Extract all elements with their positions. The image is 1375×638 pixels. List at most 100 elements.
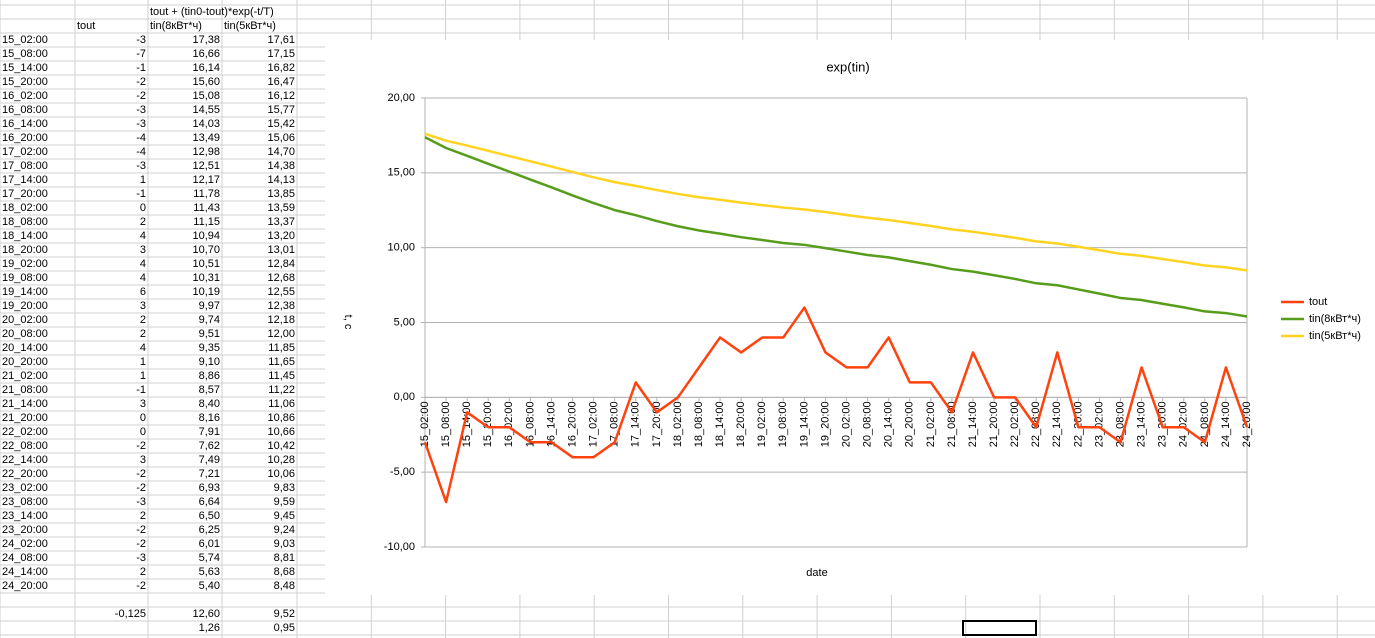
x-tick-label: 20_08:00 bbox=[862, 401, 874, 447]
date-cell: 22_20:00 bbox=[2, 468, 48, 480]
date-cell: 24_20:00 bbox=[2, 580, 48, 592]
tout-cell: 4 bbox=[140, 258, 146, 270]
y-tick-label: 5,00 bbox=[394, 316, 415, 328]
chart-area bbox=[325, 40, 1375, 595]
tout-cell: 3 bbox=[140, 244, 146, 256]
date-cell: 21_14:00 bbox=[2, 398, 48, 410]
tout-cell: -3 bbox=[136, 160, 146, 172]
selected-cell bbox=[962, 620, 1037, 636]
tin-cell: 12,84 bbox=[267, 258, 295, 270]
tin-cell: 9,10 bbox=[199, 356, 220, 368]
y-tick-label: 0,00 bbox=[394, 391, 415, 403]
tin-cell: 17,15 bbox=[267, 48, 295, 60]
tin-cell: 9,51 bbox=[199, 328, 220, 340]
y-tick-label: -10,00 bbox=[384, 541, 415, 553]
tin-cell: 10,28 bbox=[267, 454, 295, 466]
tin-cell: 13,85 bbox=[267, 188, 295, 200]
tout-cell: 2 bbox=[140, 314, 146, 326]
tin-cell: 16,47 bbox=[267, 76, 295, 88]
date-cell: 19_20:00 bbox=[2, 300, 48, 312]
tout-cell: -2 bbox=[136, 76, 146, 88]
tin-cell: 8,86 bbox=[199, 370, 220, 382]
x-tick-label: 18_20:00 bbox=[735, 401, 747, 447]
date-cell: 18_14:00 bbox=[2, 230, 48, 242]
date-cell: 20_02:00 bbox=[2, 314, 48, 326]
series-line bbox=[423, 306, 1249, 504]
tout-cell: 6 bbox=[140, 286, 146, 298]
x-tick-label: 19_08:00 bbox=[777, 401, 789, 447]
x-tick-label: 19_02:00 bbox=[756, 401, 768, 447]
tin-cell: 5,40 bbox=[199, 580, 220, 592]
tin-cell: 13,59 bbox=[267, 202, 295, 214]
tin-cell: 10,51 bbox=[192, 258, 220, 270]
tin-cell: 6,93 bbox=[199, 482, 220, 494]
tout-cell: 4 bbox=[140, 230, 146, 242]
series-line bbox=[424, 136, 1248, 318]
tin-cell: 14,55 bbox=[192, 104, 220, 116]
date-cell: 23_08:00 bbox=[2, 496, 48, 508]
tin-cell: 11,78 bbox=[193, 188, 220, 200]
x-tick-label: 24_14:00 bbox=[1220, 401, 1232, 447]
tout-cell: -2 bbox=[136, 524, 146, 536]
tin-cell: 16,14 bbox=[192, 62, 220, 74]
x-tick-label: 15_14:00 bbox=[461, 401, 473, 447]
x-tick-label: 18_02:00 bbox=[672, 401, 684, 447]
x-tick-label: 17_20:00 bbox=[651, 401, 663, 447]
tin-cell: 12,68 bbox=[267, 272, 295, 284]
date-cell: 17_02:00 bbox=[2, 146, 48, 158]
tin-cell: 6,50 bbox=[199, 510, 220, 522]
x-tick-label: 18_08:00 bbox=[693, 401, 705, 447]
date-cell: 24_02:00 bbox=[2, 538, 48, 550]
tout-cell: 0 bbox=[140, 412, 146, 424]
formula-cell: tout + (tin0-tout)*exp(-t/T) bbox=[150, 6, 274, 18]
header-cell: tin(5кВт*ч) bbox=[224, 20, 276, 32]
tout-cell: 3 bbox=[140, 398, 146, 410]
legend-label: tin(5кВт*ч) bbox=[1309, 330, 1361, 342]
date-cell: 18_08:00 bbox=[2, 216, 48, 228]
tout-cell: 0 bbox=[140, 202, 146, 214]
tin-cell: 8,48 bbox=[274, 580, 295, 592]
tin-cell: 12,51 bbox=[192, 160, 220, 172]
tout-cell: -4 bbox=[136, 146, 146, 158]
tin-cell: 16,66 bbox=[192, 48, 220, 60]
x-tick-label: 21_08:00 bbox=[946, 401, 958, 447]
tin-cell: 15,06 bbox=[267, 132, 295, 144]
y-tick-label: 15,00 bbox=[387, 167, 415, 179]
y-tick-label: 20,00 bbox=[387, 92, 415, 104]
tin-cell: 12,55 bbox=[267, 286, 295, 298]
tin-cell: 5,63 bbox=[199, 566, 220, 578]
date-cell: 20_08:00 bbox=[2, 328, 48, 340]
y-tick-label: -5,00 bbox=[390, 466, 415, 478]
tout-cell: 1 bbox=[140, 174, 146, 186]
y-tick-label: 10,00 bbox=[387, 242, 415, 254]
tin-cell: 8,68 bbox=[274, 566, 295, 578]
tout-cell: -3 bbox=[136, 34, 146, 46]
tout-cell: -3 bbox=[136, 552, 146, 564]
chart-title: exp(tin) bbox=[826, 59, 869, 74]
tout-cell: -7 bbox=[136, 48, 146, 60]
date-cell: 22_02:00 bbox=[2, 426, 48, 438]
date-cell: 24_08:00 bbox=[2, 552, 48, 564]
tout-cell: 3 bbox=[140, 300, 146, 312]
tin-cell: 15,77 bbox=[267, 104, 295, 116]
tin-cell: 11,85 bbox=[268, 342, 295, 354]
tout-cell: 2 bbox=[140, 328, 146, 340]
tout-cell: -2 bbox=[136, 440, 146, 452]
date-cell: 24_14:00 bbox=[2, 566, 48, 578]
tin-cell: 8,81 bbox=[274, 552, 295, 564]
tout-cell: -2 bbox=[136, 538, 146, 550]
legend-label: tout bbox=[1309, 296, 1327, 308]
tin-cell: 8,57 bbox=[199, 384, 220, 396]
tin-cell: 7,91 bbox=[199, 426, 220, 438]
tin-cell: 10,06 bbox=[267, 468, 295, 480]
tin-cell: 7,62 bbox=[199, 440, 220, 452]
tout-cell: -1 bbox=[136, 188, 146, 200]
tin-cell: 14,38 bbox=[267, 160, 295, 172]
tin-cell: 5,74 bbox=[199, 552, 220, 564]
date-cell: 23_14:00 bbox=[2, 510, 48, 522]
tin-cell: 7,49 bbox=[199, 454, 220, 466]
x-tick-label: 18_14:00 bbox=[714, 401, 726, 447]
tout-cell: 1 bbox=[140, 356, 146, 368]
tin-cell: 11,15 bbox=[193, 216, 220, 228]
tin-cell: 17,61 bbox=[267, 34, 295, 46]
